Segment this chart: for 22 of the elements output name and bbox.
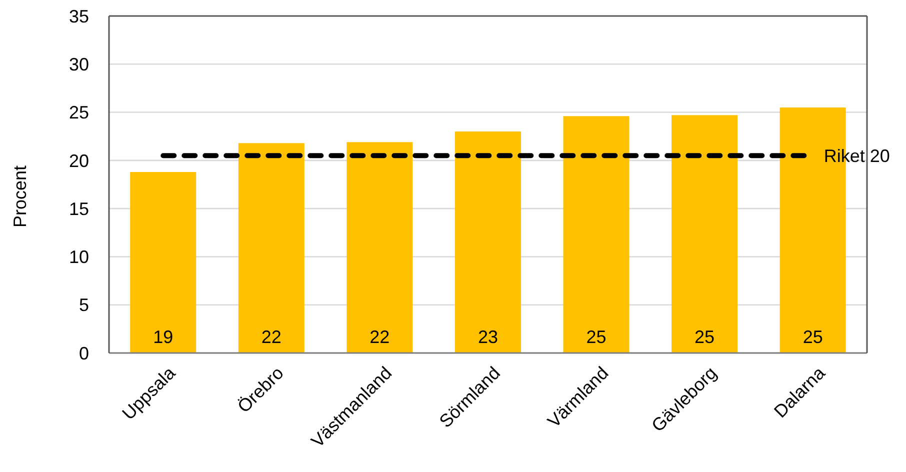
data-label: 23	[478, 327, 498, 347]
y-tick-label: 35	[68, 6, 89, 26]
data-label: 22	[370, 327, 390, 347]
bar	[672, 115, 738, 353]
data-label: 25	[586, 327, 606, 347]
bar	[130, 172, 196, 353]
data-label: 25	[802, 327, 823, 347]
y-tick-label: 0	[78, 343, 89, 364]
data-label: 19	[153, 327, 174, 347]
y-tick-label: 5	[78, 295, 89, 316]
bar	[563, 116, 630, 353]
y-tick-label: 20	[68, 150, 89, 171]
bar	[454, 132, 521, 353]
bar	[238, 143, 304, 353]
y-tick-label: 10	[68, 247, 89, 268]
y-tick-label: 15	[68, 198, 89, 219]
y-tick-label: 25	[68, 102, 89, 123]
bar	[346, 142, 413, 353]
y-tick-label: 30	[68, 54, 89, 75]
y-axis-title: Procent	[10, 165, 30, 228]
data-label: 22	[261, 327, 282, 347]
data-label: 25	[694, 327, 715, 347]
